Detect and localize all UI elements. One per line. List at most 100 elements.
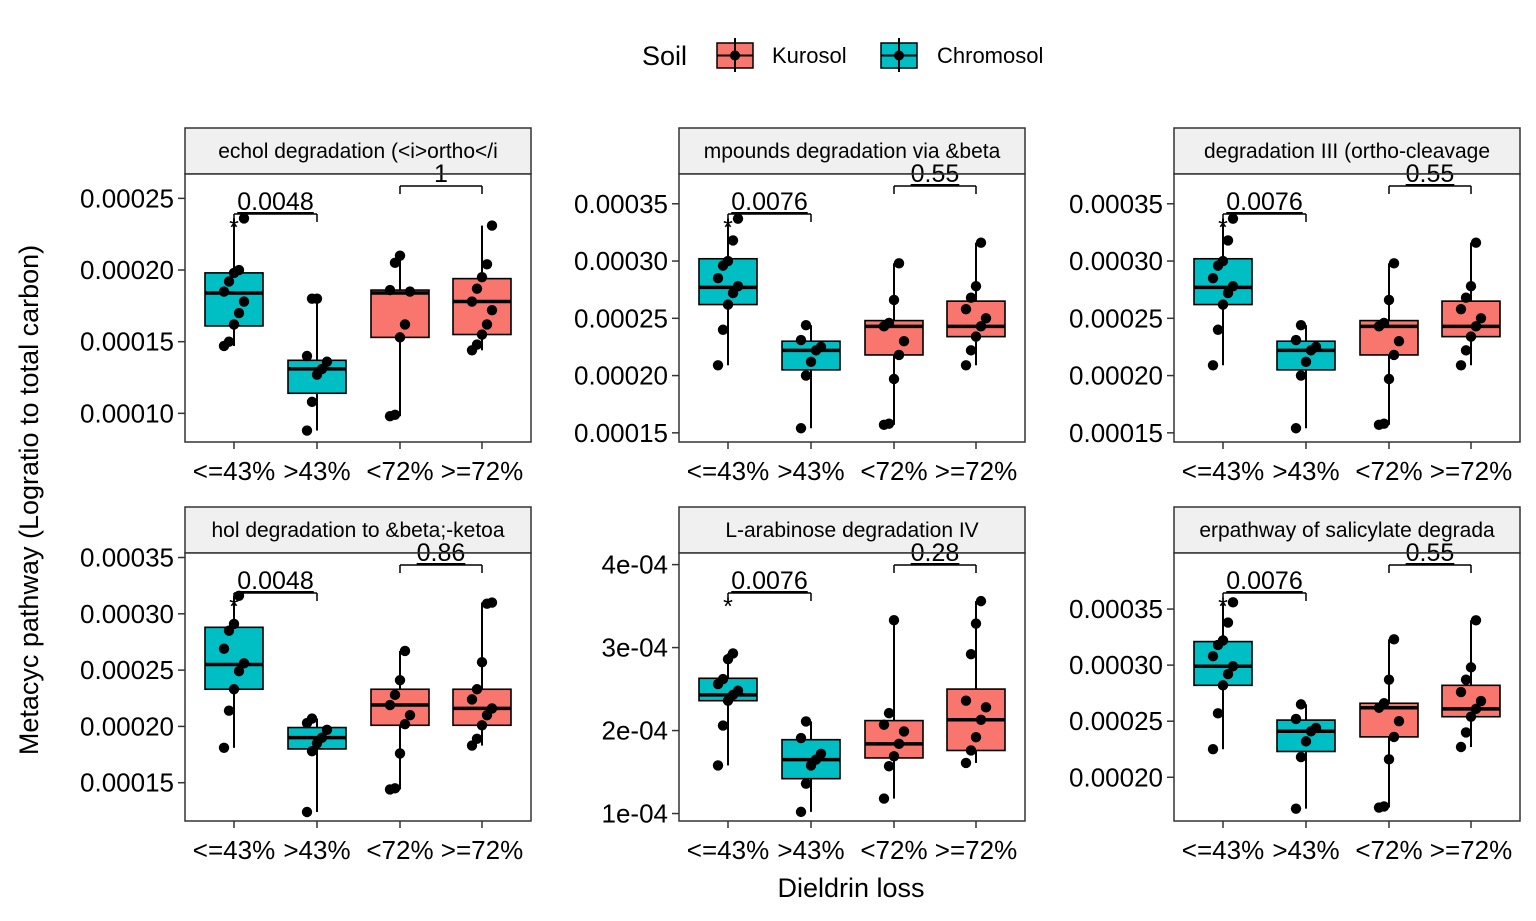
data-point [1227,281,1239,292]
facet-panel: L-arabinose degradation IV0.0076*0.28 1e-… [602,506,1026,865]
data-point [223,705,235,716]
x-tick-label: <=43% [193,835,275,865]
data-point [1470,615,1482,626]
y-tick-label: 0.00015 [574,418,668,448]
data-point [1310,341,1322,353]
data-point [228,684,240,695]
data-point [1295,370,1307,381]
data-point [1207,650,1219,662]
data-point [795,423,807,434]
strip-title: L-arabinose degradation IV [725,519,978,542]
y-tick-label: 0.00025 [1069,706,1163,736]
data-point [795,732,807,744]
plot-area: 0.0076*0.28 [698,539,1006,818]
legend-swatch-chromosol-dot [894,50,904,61]
box-chromosol [204,626,264,691]
panel-border [678,173,1026,443]
data-point [898,336,910,347]
data-point [888,373,900,385]
data-point [321,356,333,367]
data-point [800,370,812,381]
x-axis-title: Dieldrin loss [777,873,924,903]
y-tick-label: 0.00030 [1069,650,1163,680]
data-point [1383,754,1395,765]
data-point [399,319,411,330]
strip-title: hol degradation to &beta;-ketoa [211,519,504,542]
data-point [1378,418,1390,429]
data-point [233,264,245,276]
significance-bracket: 0.0048* [229,188,318,242]
data-point [311,293,323,304]
data-point [476,271,488,283]
y-tick-label: 0.00015 [80,327,174,357]
data-point [965,345,977,356]
data-point [233,307,245,319]
x-tick-label: <=43% [193,456,275,486]
strip-title: echol degradation (<i>ortho</i [218,140,498,163]
legend-key-kurosol [716,38,754,72]
data-point [389,409,401,420]
p-value-label: 0.0076 [731,188,807,216]
strip-title: mpounds degradation via &beta [704,140,1001,163]
p-value-label: 0.0048 [237,567,313,595]
data-point [893,349,905,361]
y-axis-title: Metacyc pathway (Logratio to total carbo… [14,245,44,755]
data-point [306,713,318,724]
x-tick-label: <72% [1355,835,1422,865]
y-tick-label: 0.00020 [80,711,174,741]
data-point [476,720,488,731]
box-chromosol [1276,340,1336,371]
data-point [1310,722,1322,734]
data-point [1295,319,1307,331]
facet-panel: echol degradation (<i>ortho</i0.0048*10.… [80,127,532,486]
data-point [980,702,992,713]
y-tick-label: 0.00025 [574,303,668,333]
y-tick-label: 0.00030 [1069,246,1163,276]
data-point [394,748,406,759]
y-tick-label: 2e-04 [602,716,669,746]
data-point [898,726,910,737]
y-tick-label: 0.00025 [80,655,174,685]
data-point [321,724,333,735]
plot-area: 0.0076*0.55 [698,160,1006,434]
strip-background [184,127,532,175]
x-tick-label: <72% [860,835,927,865]
y-tick-label: 0.00020 [1069,762,1163,792]
x-tick-label: <72% [860,456,927,486]
data-point [712,760,724,771]
data-point [712,273,724,284]
p-value-label: 0.0076 [1226,188,1302,216]
data-point [970,731,982,743]
data-point [238,296,250,307]
data-point [471,283,483,294]
data-point [1222,668,1234,680]
x-tick-label: <72% [1355,456,1422,486]
x-tick-label: >=72% [441,835,523,865]
data-point [1378,317,1390,329]
significance-bracket: 0.0076* [723,188,812,242]
y-tick-label: 0.00025 [1069,303,1163,333]
data-point [384,699,396,711]
data-point [1290,423,1302,434]
significance-bracket: 0.0076* [723,567,812,621]
y-tick-label: 0.00020 [1069,361,1163,391]
data-point [1212,324,1224,335]
p-value-label: 0.0076 [1226,567,1302,595]
data-point [815,341,827,353]
data-point [1222,235,1234,246]
data-point [218,286,230,297]
panel-border [1173,173,1521,443]
data-point [471,339,483,350]
panel-border [184,173,532,443]
data-point [1207,744,1219,755]
data-point [722,255,734,267]
data-point [800,778,812,789]
box-kurosol [452,277,512,336]
data-point [1383,294,1395,306]
data-point [1455,741,1467,753]
data-point [965,745,977,756]
x-tick-label: <=43% [1182,835,1264,865]
data-point [218,643,230,654]
x-tick-label: <=43% [1182,456,1264,486]
significance-bracket: 0.0076* [1218,567,1307,621]
